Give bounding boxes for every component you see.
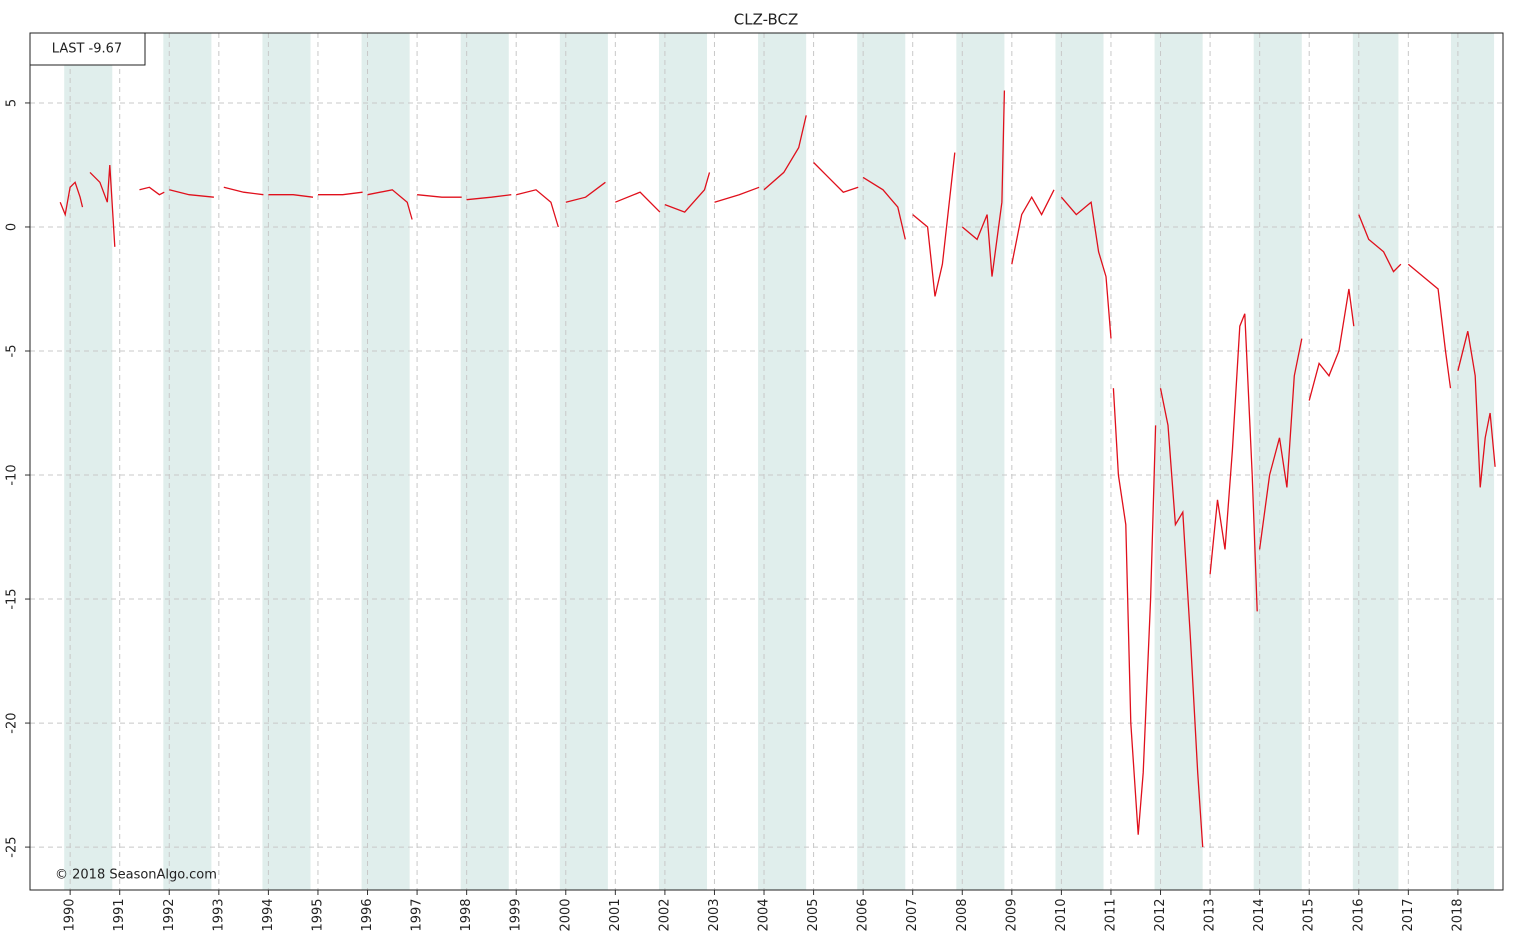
x-tick-label: 2017: [1401, 898, 1416, 931]
x-tick-label: 2008: [955, 898, 970, 931]
x-tick-label: 2001: [608, 898, 623, 931]
y-tick-label: -20: [5, 712, 20, 733]
season-band: [857, 33, 906, 890]
x-tick-label: 2016: [1351, 898, 1366, 931]
x-tick-label: 2018: [1450, 898, 1465, 931]
series-line: [59, 90, 1496, 848]
x-tick-label: 2013: [1203, 898, 1218, 931]
x-tick-label: 2012: [1153, 898, 1168, 931]
season-band: [1154, 33, 1203, 890]
plot-frame: [29, 32, 1504, 891]
x-tick-label: 2009: [1004, 898, 1019, 931]
season-band: [64, 33, 113, 890]
x-tick-label: 2005: [806, 898, 821, 931]
x-tick-label: 2006: [856, 898, 871, 931]
x-tick-label: 2010: [1054, 898, 1069, 931]
x-tick-label: 2015: [1302, 898, 1317, 931]
season-band: [262, 33, 311, 890]
copyright: © 2018 SeasonAlgo.com: [55, 868, 217, 883]
x-tick-label: 1991: [112, 898, 127, 931]
x-tick-label: 2014: [1252, 898, 1267, 931]
x-tick-label: 1996: [360, 898, 375, 931]
season-band: [758, 33, 807, 890]
x-tick-label: 2004: [757, 898, 772, 931]
x-tick-label: 1995: [310, 898, 325, 931]
x-tick-label: 1997: [410, 898, 425, 931]
x-tick-label: 1999: [509, 898, 524, 931]
season-band: [1253, 33, 1302, 890]
x-tick-label: 2002: [657, 898, 672, 931]
x-tick-label: 2011: [1103, 898, 1118, 931]
x-tick-label: 1992: [162, 898, 177, 931]
y-tick-label: -10: [5, 464, 20, 485]
y-tick-label: 5: [5, 99, 20, 107]
x-tick-label: 2007: [905, 898, 920, 931]
season-band: [559, 33, 608, 890]
y-tick-label: -25: [5, 836, 20, 857]
season-band: [1352, 33, 1399, 890]
x-tick-label: 1998: [459, 898, 474, 931]
x-tick-label: 2000: [558, 898, 573, 931]
x-tick-label: 1994: [261, 898, 276, 931]
y-tick-label: -5: [5, 345, 20, 358]
season-band: [1055, 33, 1104, 890]
season-band: [658, 33, 708, 890]
y-tick-label: -15: [5, 588, 20, 609]
last-label: LAST -9.67: [52, 42, 122, 57]
y-tick-label: 0: [5, 223, 20, 231]
season-band: [956, 33, 1005, 890]
chart-title: CLZ-BCZ: [734, 11, 799, 29]
season-band: [460, 33, 509, 890]
x-tick-label: 1993: [211, 898, 226, 931]
last-box: [29, 32, 146, 66]
x-tick-label: 1990: [63, 898, 78, 931]
x-tick-label: 2003: [707, 898, 722, 931]
season-band: [361, 33, 410, 890]
season-band: [163, 33, 212, 890]
